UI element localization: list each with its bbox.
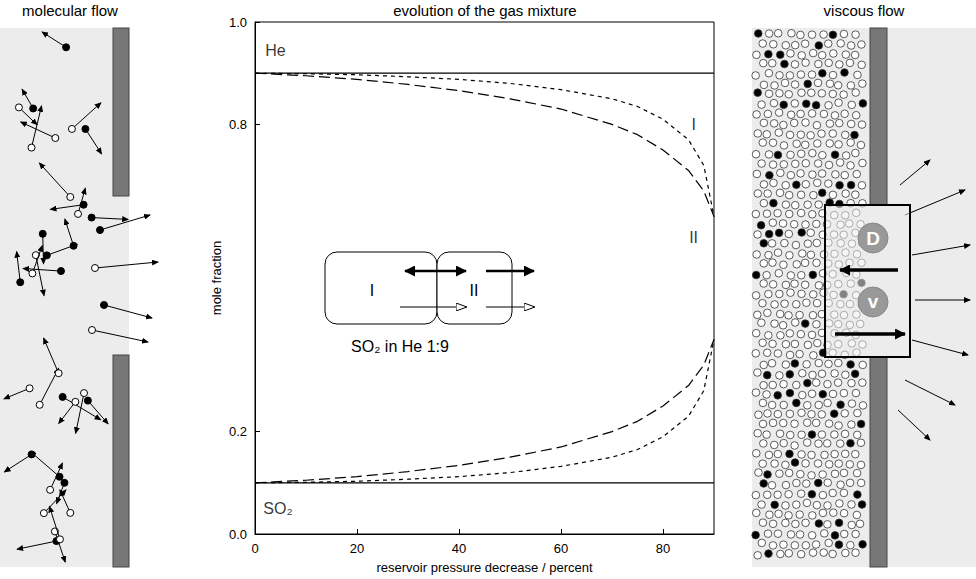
svg-text:1.0: 1.0 bbox=[229, 15, 247, 30]
svg-text:II: II bbox=[470, 282, 479, 299]
svg-text:0: 0 bbox=[251, 541, 258, 556]
svg-text:evolution of the gas mixture: evolution of the gas mixture bbox=[393, 2, 576, 19]
svg-text:I: I bbox=[691, 116, 695, 133]
svg-text:40: 40 bbox=[452, 541, 466, 556]
svg-text:SO₂ in He 1:9: SO₂ in He 1:9 bbox=[351, 338, 449, 355]
svg-text:0.2: 0.2 bbox=[229, 424, 247, 439]
svg-text:molecular flow: molecular flow bbox=[22, 2, 118, 19]
svg-text:He: He bbox=[265, 42, 286, 59]
svg-text:SO₂: SO₂ bbox=[263, 500, 292, 517]
svg-text:II: II bbox=[689, 229, 698, 246]
svg-text:mole fraction: mole fraction bbox=[209, 241, 224, 315]
svg-text:D: D bbox=[866, 228, 880, 249]
svg-text:0.8: 0.8 bbox=[229, 117, 247, 132]
svg-text:0.0: 0.0 bbox=[229, 527, 247, 542]
svg-text:80: 80 bbox=[656, 541, 670, 556]
svg-text:reservoir pressure decrease /: reservoir pressure decrease / percent bbox=[376, 560, 592, 575]
svg-text:viscous flow: viscous flow bbox=[824, 2, 905, 19]
svg-text:20: 20 bbox=[350, 541, 364, 556]
svg-text:60: 60 bbox=[554, 541, 568, 556]
svg-text:v: v bbox=[868, 291, 879, 312]
svg-text:I: I bbox=[370, 282, 374, 299]
